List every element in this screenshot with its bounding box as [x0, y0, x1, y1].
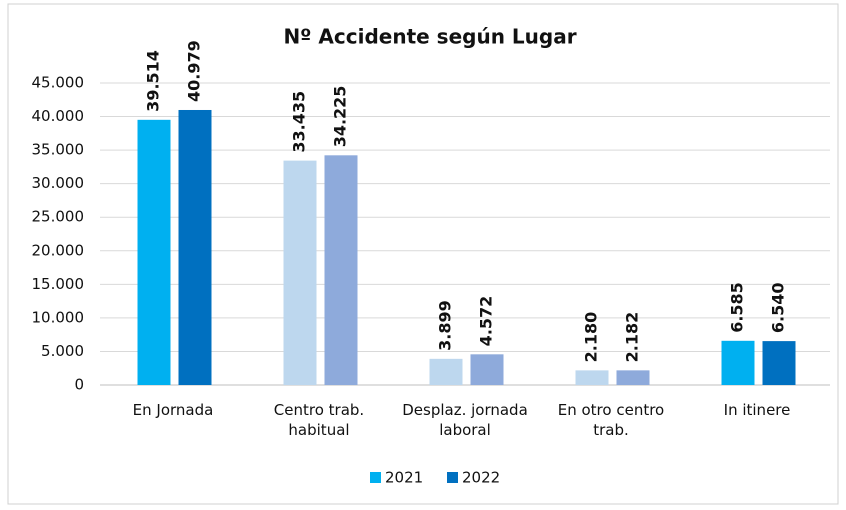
- y-tick-label: 25.000: [32, 208, 85, 226]
- chart-title: Nº Accidente según Lugar: [283, 25, 576, 49]
- data-label: 4.572: [477, 296, 496, 347]
- bar: [470, 354, 504, 385]
- bar: [137, 119, 171, 386]
- data-label: 2.180: [582, 312, 601, 363]
- legend-label: 2022: [462, 469, 500, 487]
- y-tick-label: 30.000: [32, 174, 85, 192]
- x-tick-label: En Jornada: [132, 401, 214, 419]
- data-label: 6.585: [728, 282, 747, 333]
- data-label: 34.225: [331, 86, 350, 148]
- y-tick-label: 5.000: [41, 342, 84, 360]
- y-tick-label: 0: [74, 376, 84, 394]
- y-tick-label: 10.000: [32, 308, 85, 326]
- data-label: 3.899: [436, 300, 455, 351]
- bar: [575, 370, 609, 385]
- data-label: 2.182: [623, 312, 642, 363]
- x-tick-label: Desplaz. jornada laboral: [402, 401, 528, 439]
- bar: [178, 109, 212, 385]
- y-tick-label: 15.000: [32, 275, 85, 293]
- data-label: 33.435: [290, 91, 309, 153]
- legend-label: 2021: [385, 469, 423, 487]
- data-label: 6.540: [769, 282, 788, 333]
- legend-swatch: [447, 472, 458, 483]
- legend-swatch: [370, 472, 381, 483]
- data-label: 39.514: [144, 50, 163, 112]
- bar: [762, 341, 796, 385]
- data-label: 40.979: [185, 40, 204, 102]
- bar: [616, 370, 650, 385]
- y-tick-label: 40.000: [32, 107, 85, 125]
- y-tick-label: 45.000: [32, 74, 85, 92]
- bar: [721, 340, 755, 385]
- y-tick-label: 35.000: [32, 141, 85, 159]
- x-tick-label: In itinere: [723, 401, 791, 419]
- x-tick-label: Centro trab. habitual: [273, 401, 365, 439]
- bar: [324, 155, 358, 385]
- x-tick-label: En otro centro trab.: [557, 401, 665, 439]
- y-tick-label: 20.000: [32, 241, 85, 259]
- bar: [429, 358, 463, 385]
- bar: [283, 160, 317, 385]
